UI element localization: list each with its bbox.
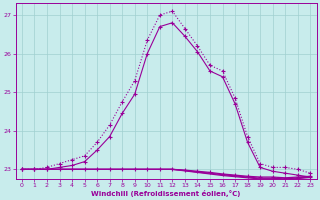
X-axis label: Windchill (Refroidissement éolien,°C): Windchill (Refroidissement éolien,°C) [92, 190, 241, 197]
